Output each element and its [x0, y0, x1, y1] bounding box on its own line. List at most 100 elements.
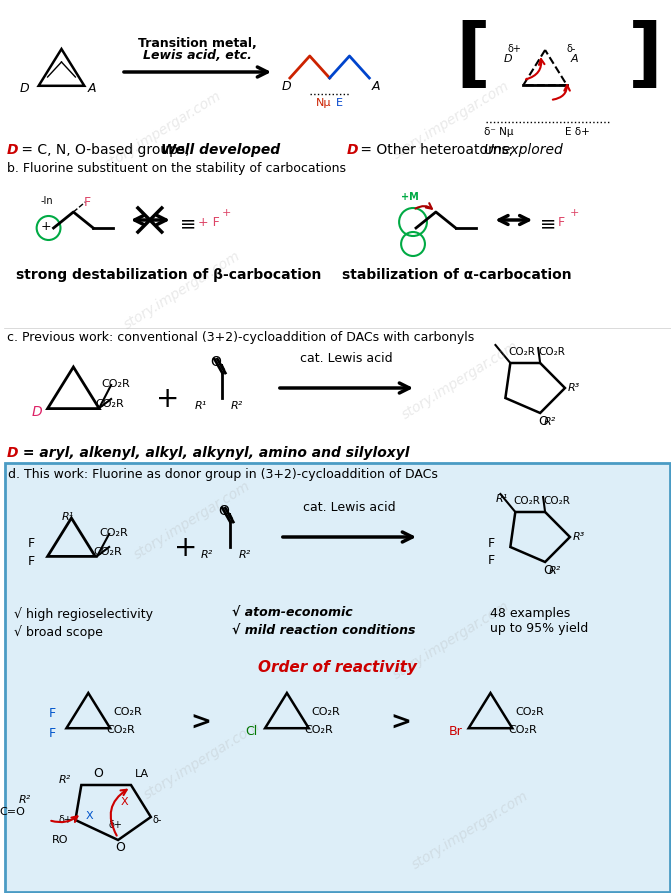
Text: stabilization of α-carbocation: stabilization of α-carbocation: [341, 268, 571, 282]
Text: A: A: [87, 82, 96, 95]
Text: Nμ: Nμ: [316, 98, 331, 108]
Text: F: F: [48, 707, 56, 720]
Text: CO₂R: CO₂R: [513, 496, 540, 506]
Text: δ+: δ+: [58, 815, 73, 825]
Text: F: F: [487, 537, 495, 550]
Text: +: +: [156, 385, 179, 413]
Text: R¹: R¹: [61, 512, 74, 522]
Text: R²: R²: [58, 775, 71, 785]
Text: δ+: δ+: [507, 44, 521, 54]
Text: δ+: δ+: [108, 820, 122, 830]
Text: Cl: Cl: [245, 725, 257, 738]
FancyBboxPatch shape: [5, 463, 670, 892]
Text: >: >: [390, 711, 411, 735]
Text: F: F: [28, 537, 35, 550]
Text: +: +: [40, 220, 51, 233]
Text: O: O: [93, 767, 103, 780]
Text: O: O: [210, 355, 221, 369]
Text: story.impergar.com: story.impergar.com: [142, 718, 263, 802]
Text: F: F: [83, 196, 91, 209]
Text: R¹: R¹: [495, 494, 508, 504]
Text: D: D: [32, 405, 42, 419]
Text: D: D: [503, 54, 512, 64]
Text: F: F: [48, 727, 56, 740]
Text: -In: -In: [40, 196, 53, 206]
Text: A: A: [571, 54, 579, 64]
Text: +: +: [570, 208, 579, 218]
Text: Order of reactivity: Order of reactivity: [258, 660, 417, 675]
Text: ≡: ≡: [540, 214, 556, 233]
Text: ]: ]: [628, 20, 663, 94]
Text: δ-: δ-: [153, 815, 162, 825]
Text: √ broad scope: √ broad scope: [14, 625, 103, 638]
Text: F: F: [487, 554, 495, 567]
Text: √ high regioselectivity: √ high regioselectivity: [14, 607, 153, 621]
Text: CO₂R: CO₂R: [106, 725, 135, 735]
Text: D: D: [282, 80, 292, 93]
Text: story.impergar.com: story.impergar.com: [400, 338, 521, 421]
Text: [: [: [456, 20, 491, 94]
Text: 48 examples
up to 95% yield: 48 examples up to 95% yield: [491, 607, 589, 635]
Text: +: +: [174, 534, 198, 562]
Text: Lewis acid, etc.: Lewis acid, etc.: [143, 49, 252, 62]
Text: δ⁻ Nμ: δ⁻ Nμ: [484, 127, 513, 137]
Text: O: O: [543, 564, 553, 577]
Text: CO₂R: CO₂R: [508, 725, 537, 735]
Text: E δ+: E δ+: [565, 127, 590, 137]
Text: D: D: [347, 143, 358, 157]
Text: story.impergar.com: story.impergar.com: [122, 248, 243, 331]
Text: Unexplored: Unexplored: [483, 143, 563, 157]
Text: CO₂R: CO₂R: [515, 707, 544, 717]
Text: δ-: δ-: [567, 44, 577, 54]
Text: cat. Lewis acid: cat. Lewis acid: [300, 352, 393, 365]
Text: +: +: [221, 208, 230, 218]
Text: R³: R³: [568, 383, 580, 393]
Text: CO₂R: CO₂R: [99, 528, 128, 538]
Text: >: >: [190, 711, 211, 735]
Text: + F: + F: [198, 216, 219, 229]
Text: d. This work: Fluorine as donor group in (3+2)-cycloaddition of DACs: d. This work: Fluorine as donor group in…: [8, 468, 437, 481]
Text: b. Fluorine substituent on the stability of carbocations: b. Fluorine substituent on the stability…: [7, 162, 346, 175]
Text: strong destabilization of β-carbocation: strong destabilization of β-carbocation: [15, 268, 321, 282]
Text: CO₂R: CO₂R: [95, 399, 124, 409]
Text: D: D: [19, 82, 30, 95]
Text: Br: Br: [449, 725, 462, 738]
Text: A: A: [372, 80, 380, 93]
Text: C=O: C=O: [0, 807, 25, 817]
Text: = aryl, alkenyl, alkyl, alkynyl, amino and silyloxyl: = aryl, alkenyl, alkyl, alkynyl, amino a…: [17, 446, 409, 460]
Text: R³: R³: [573, 532, 585, 542]
Text: D: D: [7, 143, 18, 157]
Text: CO₂R: CO₂R: [113, 707, 142, 717]
Text: story.impergar.com: story.impergar.com: [102, 88, 224, 171]
Text: R²: R²: [200, 550, 213, 560]
Text: CO₂R: CO₂R: [101, 379, 130, 389]
Text: √ mild reaction conditions: √ mild reaction conditions: [233, 625, 416, 638]
Text: F: F: [558, 216, 565, 229]
Text: R²: R²: [239, 550, 251, 560]
Text: CO₂R: CO₂R: [305, 725, 333, 735]
Text: √ atom-economic: √ atom-economic: [233, 607, 353, 620]
Text: CO₂R: CO₂R: [508, 347, 535, 357]
Text: ≡: ≡: [179, 214, 196, 233]
Text: O: O: [115, 841, 125, 854]
Text: X: X: [121, 797, 128, 807]
Text: O: O: [218, 504, 229, 518]
Text: R²: R²: [544, 417, 556, 427]
Text: F: F: [28, 555, 35, 568]
Text: R²: R²: [19, 795, 31, 805]
Text: story.impergar.com: story.impergar.com: [410, 789, 532, 872]
Text: CO₂R: CO₂R: [543, 496, 570, 506]
Text: LA: LA: [135, 769, 149, 779]
Text: X: X: [85, 811, 93, 821]
Text: = C, N, O-based groups;: = C, N, O-based groups;: [17, 143, 194, 157]
Text: story.impergar.com: story.impergar.com: [390, 79, 511, 162]
Text: = Other heteroatoms;: = Other heteroatoms;: [356, 143, 518, 157]
Text: Well developed: Well developed: [161, 143, 280, 157]
Text: story.impergar.com: story.impergar.com: [390, 598, 511, 681]
Text: CO₂R: CO₂R: [538, 347, 565, 357]
Text: E: E: [335, 98, 343, 108]
Text: story.impergar.com: story.impergar.com: [132, 479, 253, 562]
Text: O: O: [538, 415, 548, 428]
Text: CO₂R: CO₂R: [93, 547, 122, 557]
Text: Transition metal,: Transition metal,: [138, 37, 257, 50]
